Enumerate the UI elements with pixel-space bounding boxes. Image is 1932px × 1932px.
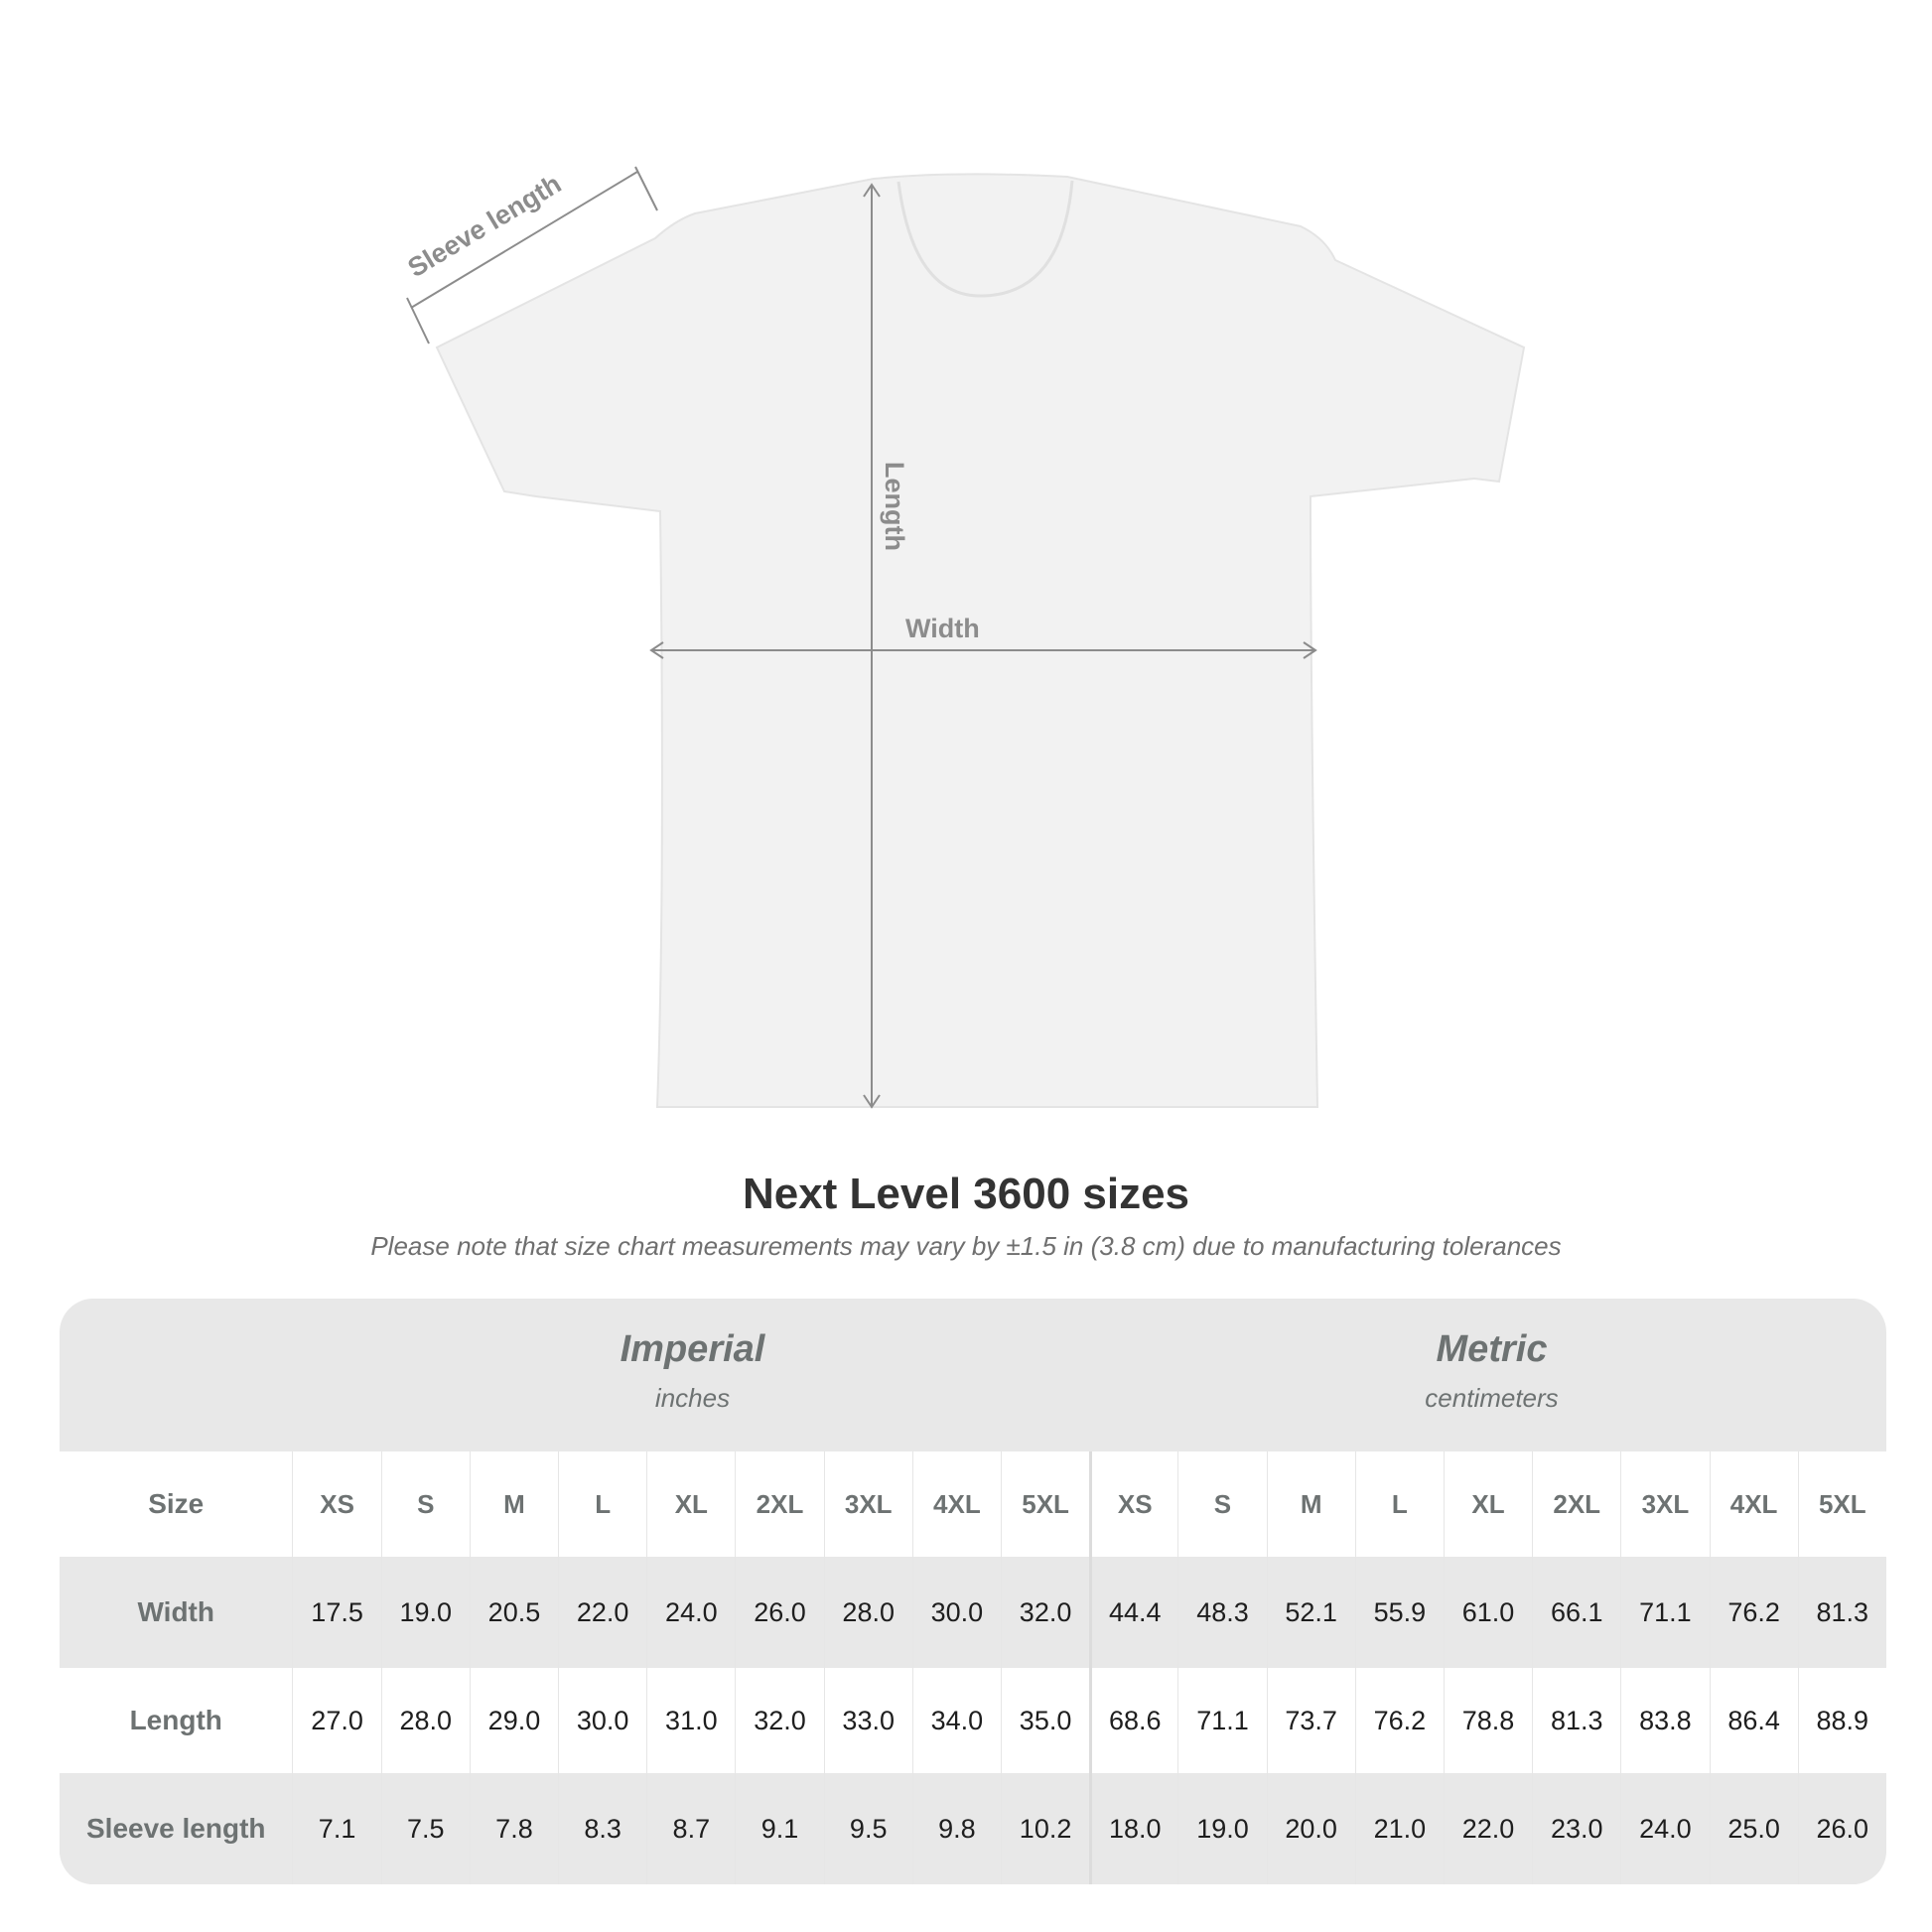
metric-cell: 19.0 (1177, 1773, 1266, 1884)
imperial-cell: 26.0 (735, 1557, 823, 1668)
row-label: Width (137, 1596, 214, 1627)
imperial-cell: 30.0 (558, 1668, 646, 1773)
imperial-cell: 7.1 (292, 1773, 380, 1884)
metric-cell: 83.8 (1620, 1668, 1709, 1773)
metric-cell: 5XL (1797, 1451, 1886, 1557)
metric-title: Metric (1436, 1328, 1548, 1370)
imperial-cell: 24.0 (646, 1557, 735, 1668)
imperial-cell: 8.7 (646, 1773, 735, 1884)
length-label: Length (880, 462, 909, 551)
imperial-cell: 28.0 (380, 1668, 470, 1773)
metric-cell: 18.0 (1089, 1773, 1177, 1884)
imperial-cell: 7.8 (469, 1773, 558, 1884)
metric-cell: 2XL (1532, 1451, 1620, 1557)
metric-cell: 68.6 (1089, 1668, 1177, 1773)
imperial-cell: 19.0 (380, 1557, 470, 1668)
metric-cell: 52.1 (1266, 1557, 1355, 1668)
tshirt-diagram: Sleeve length Length Width (403, 166, 1526, 1109)
metric-cell: M (1266, 1451, 1355, 1557)
imperial-cell: 10.2 (1000, 1773, 1089, 1884)
imperial-cell: 27.0 (292, 1668, 380, 1773)
metric-cell: 26.0 (1797, 1773, 1886, 1884)
imperial-cell: 34.0 (911, 1668, 1001, 1773)
imperial-header: Imperial inches (293, 1299, 1092, 1451)
row-label: Sleeve length (85, 1813, 266, 1844)
tolerance-note: Please note that size chart measurements… (370, 1231, 1562, 1261)
sleeve-arrow (410, 171, 638, 309)
metric-cell: L (1354, 1451, 1444, 1557)
table-row: Width 17.5 19.0 20.5 22.0 24.0 26.0 28.0 30.0 32.… (60, 1557, 1886, 1668)
imperial-cell: 35.0 (1000, 1668, 1089, 1773)
metric-cell: 81.3 (1532, 1668, 1620, 1773)
metric-cell: XS (1089, 1451, 1177, 1557)
imperial-cell: 9.1 (735, 1773, 823, 1884)
imperial-cell: 5XL (1000, 1451, 1089, 1557)
row-label: Length (129, 1705, 222, 1735)
metric-cell: 86.4 (1709, 1668, 1798, 1773)
collar (897, 180, 1074, 298)
sleeve-length-label: Sleeve length (403, 169, 567, 283)
imperial-cell: 9.8 (911, 1773, 1001, 1884)
metric-cell: 73.7 (1266, 1668, 1355, 1773)
metric-cell: 76.2 (1354, 1668, 1444, 1773)
imperial-cell: 9.5 (823, 1773, 912, 1884)
imperial-cell: 8.3 (558, 1773, 646, 1884)
metric-header: Metric centimeters (1092, 1299, 1886, 1451)
metric-cell: 4XL (1709, 1451, 1798, 1557)
metric-cell: 76.2 (1709, 1557, 1798, 1668)
metric-cell: 24.0 (1620, 1773, 1709, 1884)
imperial-cell: 28.0 (823, 1557, 912, 1668)
metric-cell: XL (1443, 1451, 1532, 1557)
imperial-cell: 3XL (823, 1451, 912, 1557)
metric-cell: 61.0 (1443, 1557, 1532, 1668)
size-header-row: Size XS S M L XL 2XL 3XL 4XL 5XL XS S M L XL 2XL 3XL 4XL 5… (60, 1451, 1886, 1557)
metric-cell: 22.0 (1443, 1773, 1532, 1884)
table-row: Length 27.0 28.0 29.0 30.0 31.0 32.0 33.0 34.0 35… (60, 1668, 1886, 1773)
metric-cell: 66.1 (1532, 1557, 1620, 1668)
imperial-cell: XL (646, 1451, 735, 1557)
imperial-cell: 2XL (735, 1451, 823, 1557)
table-row: Sleeve length 7.1 7.5 7.8 8.3 8.7 9.1 9.5 9.8 10.… (60, 1773, 1886, 1884)
metric-cell: 81.3 (1797, 1557, 1886, 1668)
metric-cell: S (1177, 1451, 1266, 1557)
imperial-cell: 29.0 (469, 1668, 558, 1773)
imperial-cell: 32.0 (1000, 1557, 1089, 1668)
metric-cell: 71.1 (1620, 1557, 1709, 1668)
imperial-unit: inches (654, 1383, 731, 1413)
metric-unit: centimeters (1425, 1383, 1559, 1413)
imperial-cell: 31.0 (646, 1668, 735, 1773)
imperial-cell: 33.0 (823, 1668, 912, 1773)
imperial-cell: L (558, 1451, 646, 1557)
row-label: Size (148, 1488, 205, 1519)
imperial-title: Imperial (620, 1328, 765, 1370)
metric-cell: 23.0 (1532, 1773, 1620, 1884)
metric-cell: 3XL (1620, 1451, 1709, 1557)
width-label: Width (905, 614, 980, 643)
imperial-cell: 7.5 (380, 1773, 470, 1884)
imperial-cell: 20.5 (469, 1557, 558, 1668)
metric-cell: 55.9 (1354, 1557, 1444, 1668)
page-title: Next Level 3600 sizes (742, 1170, 1190, 1218)
imperial-cell: M (469, 1451, 558, 1557)
metric-cell: 25.0 (1709, 1773, 1798, 1884)
metric-cell: 21.0 (1354, 1773, 1444, 1884)
imperial-cell: 22.0 (558, 1557, 646, 1668)
imperial-cell: 17.5 (292, 1557, 380, 1668)
metric-cell: 78.8 (1443, 1668, 1532, 1773)
metric-cell: 20.0 (1266, 1773, 1355, 1884)
size-table: Imperial inches Metric centimeters Size X… (60, 1299, 1886, 1884)
metric-cell: 88.9 (1797, 1668, 1886, 1773)
imperial-cell: S (380, 1451, 470, 1557)
tshirt-image (435, 173, 1526, 1108)
imperial-cell: 32.0 (735, 1668, 823, 1773)
metric-cell: 71.1 (1177, 1668, 1266, 1773)
metric-cell: 44.4 (1089, 1557, 1177, 1668)
metric-cell: 48.3 (1177, 1557, 1266, 1668)
imperial-cell: 4XL (911, 1451, 1001, 1557)
imperial-cell: 30.0 (911, 1557, 1001, 1668)
imperial-cell: XS (292, 1451, 380, 1557)
